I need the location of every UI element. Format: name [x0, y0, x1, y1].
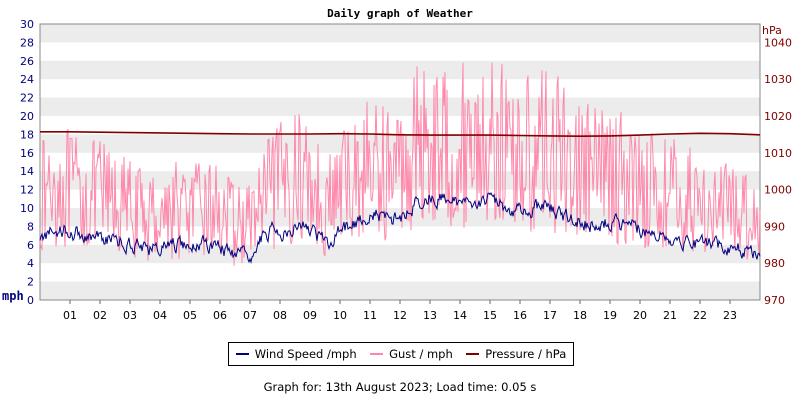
x-tick-label: 16 [513, 309, 527, 322]
x-tick-label: 18 [573, 309, 587, 322]
y-tick-label-right: 980 [764, 257, 785, 270]
y-tick-label-right: 1020 [764, 110, 792, 123]
x-tick-label: 09 [303, 309, 317, 322]
legend-swatch-gust [370, 353, 384, 355]
legend-swatch-pressure [466, 353, 480, 355]
chart-title: Daily graph of Weather [327, 7, 473, 20]
x-tick-label: 21 [663, 309, 677, 322]
x-tick-label: 14 [453, 309, 467, 322]
grid-band [40, 24, 760, 43]
legend-swatch-wind [235, 353, 249, 355]
y-tick-label-right: 1040 [764, 36, 792, 49]
x-tick-label: 15 [483, 309, 497, 322]
legend: Wind Speed /mph Gust / mph Pressure / hP… [228, 342, 574, 366]
y-tick-label-right: 970 [764, 294, 785, 307]
y-tick-label-right: 1010 [764, 147, 792, 160]
x-tick-label: 08 [273, 309, 287, 322]
x-tick-label: 05 [183, 309, 197, 322]
y-tick-label-left: 4 [27, 257, 34, 270]
y-tick-label-right: 1000 [764, 184, 792, 197]
x-tick-label: 20 [633, 309, 647, 322]
legend-label-wind: Wind Speed /mph [254, 347, 357, 361]
y-axis-label-right: hPa [762, 24, 782, 37]
y-tick-label-left: 8 [27, 220, 34, 233]
y-tick-label-left: 0 [27, 294, 34, 307]
y-tick-label-left: 12 [20, 184, 34, 197]
y-axis-label-left: mph [2, 289, 24, 303]
x-tick-label: 19 [603, 309, 617, 322]
legend-item-wind: Wind Speed /mph [235, 347, 357, 361]
y-tick-label-left: 10 [20, 202, 34, 215]
y-tick-label-left: 6 [27, 239, 34, 252]
x-tick-label: 10 [333, 309, 347, 322]
x-tick-label: 12 [393, 309, 407, 322]
legend-item-gust: Gust / mph [370, 347, 453, 361]
x-tick-label: 04 [153, 309, 167, 322]
y-tick-label-right: 1030 [764, 73, 792, 86]
grid-band [40, 281, 760, 300]
x-tick-label: 03 [123, 309, 137, 322]
x-tick-label: 07 [243, 309, 257, 322]
x-tick-label: 23 [723, 309, 737, 322]
series-group [39, 62, 761, 266]
wind-speed-line [39, 191, 761, 265]
y-tick-label-left: 22 [20, 92, 34, 105]
gust-line [39, 62, 761, 266]
legend-label-gust: Gust / mph [389, 347, 453, 361]
legend-item-pressure: Pressure / hPa [466, 347, 566, 361]
grid-band [40, 60, 760, 80]
x-tick-label: 02 [93, 309, 107, 322]
y-tick-label-left: 24 [20, 73, 34, 86]
grid-band [40, 171, 760, 190]
footer-text: Graph for: 13th August 2023; Load time: … [263, 380, 537, 394]
y-tick-label-left: 16 [20, 147, 34, 160]
x-ticks: 01 02 03 04 05 06 07 08 09 10 11 12 13 14 15 16 17 18 19 20… [63, 300, 737, 322]
x-tick-label: 13 [423, 309, 437, 322]
y-tick-label-left: 14 [20, 165, 34, 178]
y-tick-label-left: 18 [20, 128, 34, 141]
x-tick-label: 22 [693, 309, 707, 322]
grid-band [40, 97, 760, 116]
x-tick-label: 11 [363, 309, 377, 322]
pressure-line [40, 131, 761, 138]
legend-label-pressure: Pressure / hPa [485, 347, 567, 361]
y-tick-label-right: 990 [764, 220, 785, 233]
y-tick-label-left: 20 [20, 110, 34, 123]
y-tick-label-left: 2 [27, 276, 34, 289]
y-ticks-right: 970 980 990 1000 1010 1020 1030 1040 [764, 36, 792, 307]
y-tick-label-left: 30 [20, 18, 34, 31]
x-tick-label: 01 [63, 309, 77, 322]
y-tick-label-left: 28 [20, 36, 34, 49]
x-tick-label: 06 [213, 309, 227, 322]
y-tick-label-left: 26 [20, 55, 34, 68]
x-tick-label: 17 [543, 309, 557, 322]
